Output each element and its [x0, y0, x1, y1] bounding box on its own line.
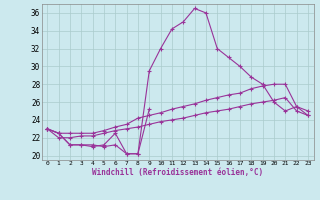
X-axis label: Windchill (Refroidissement éolien,°C): Windchill (Refroidissement éolien,°C)	[92, 168, 263, 177]
